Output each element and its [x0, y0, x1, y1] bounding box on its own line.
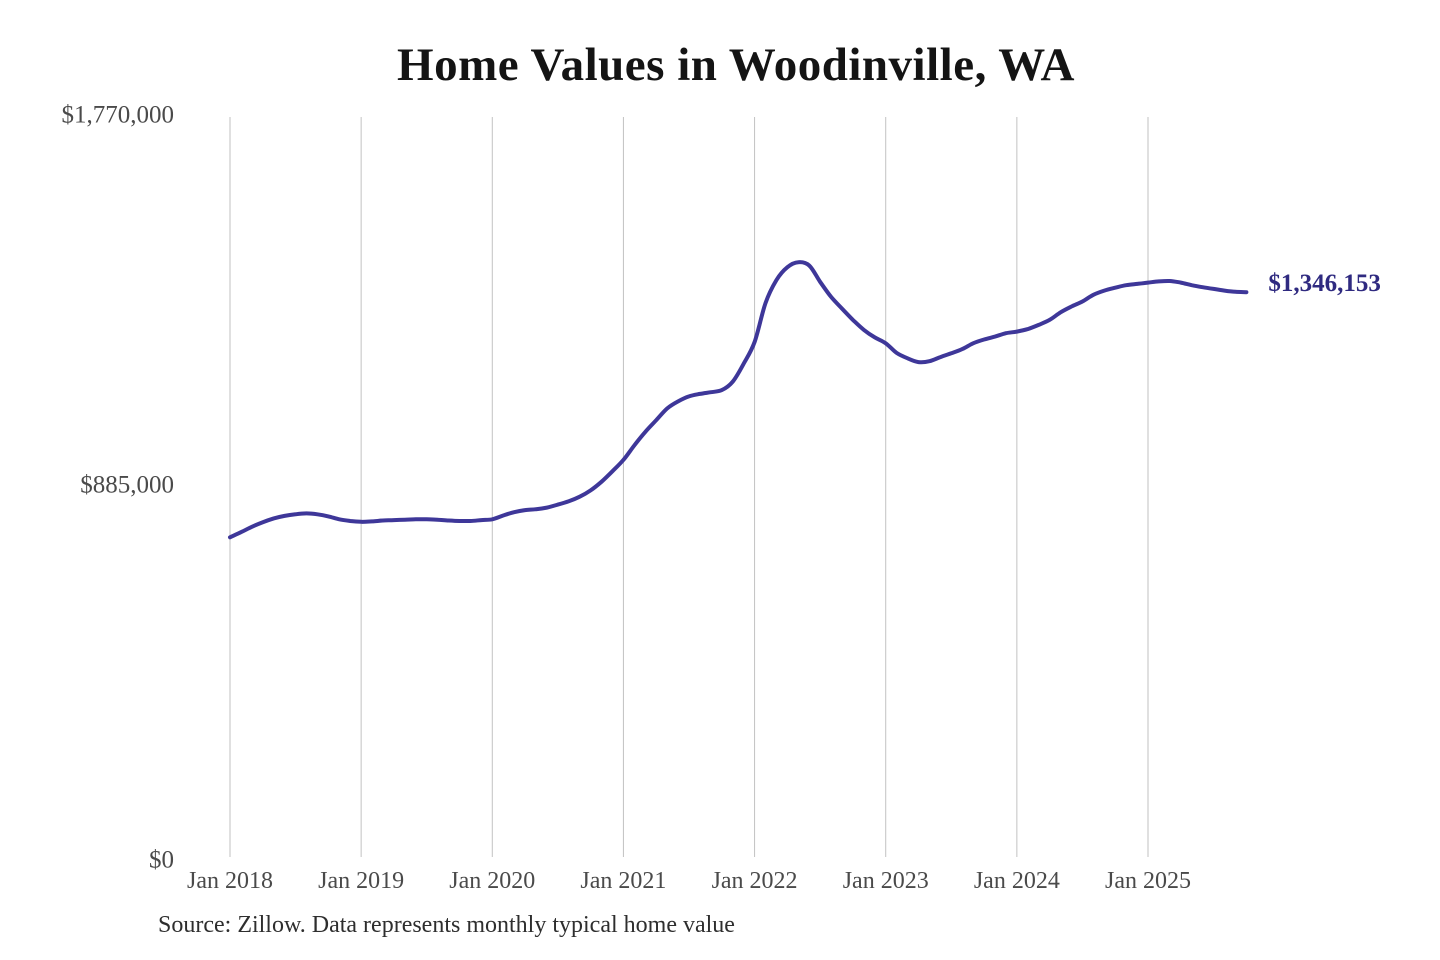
x-axis-tick-label: Jan 2023: [843, 868, 929, 894]
gridlines-group: [229, 117, 1149, 857]
y-axis-tick-label: $0: [149, 847, 174, 874]
home-value-series-line: [228, 260, 1249, 540]
y-axis-labels-group: $1,770,000 $885,000 $0: [62, 102, 175, 874]
y-axis-tick-label: $885,000: [80, 472, 174, 499]
source-note: Source: Zillow. Data represents monthly …: [158, 912, 735, 938]
x-axis-tick-label: Jan 2018: [187, 868, 273, 894]
y-axis-tick-label: $1,770,000: [62, 102, 175, 129]
x-axis-tick-label: Jan 2021: [580, 868, 666, 894]
x-axis-tick-label: Jan 2024: [974, 868, 1060, 894]
x-axis-labels-group: Jan 2018 Jan 2019 Jan 2020 Jan 2021 Jan 2022…: [187, 868, 1191, 894]
x-axis-tick-label: Jan 2025: [1105, 868, 1191, 894]
x-axis-tick-label: Jan 2020: [449, 868, 535, 894]
latest-value-label: $1,346,153: [1268, 270, 1381, 297]
x-axis-tick-label: Jan 2022: [712, 868, 798, 894]
x-axis-tick-label: Jan 2019: [318, 868, 404, 894]
chart-title: Home Values in Woodinville, WA: [397, 39, 1075, 91]
